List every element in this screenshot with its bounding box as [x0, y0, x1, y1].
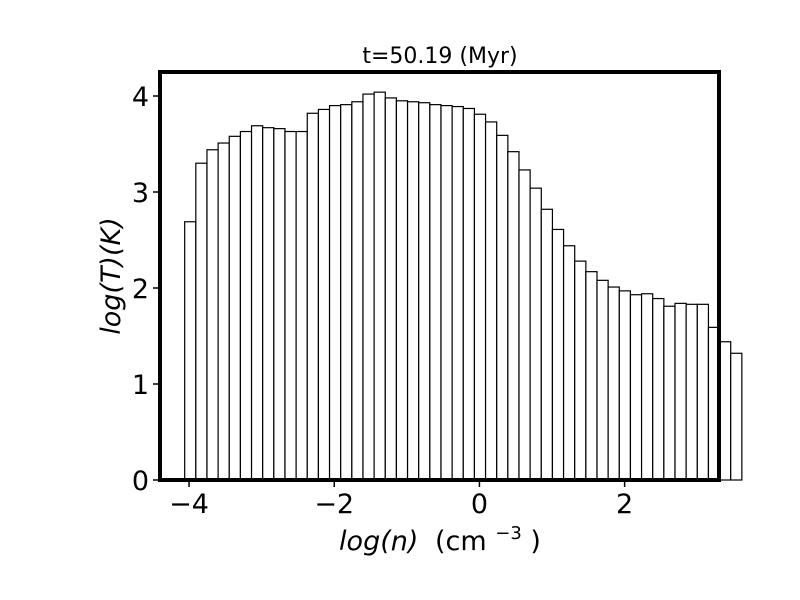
- histogram-bar: [284, 130, 297, 481]
- histogram-bar: [262, 127, 275, 481]
- histogram-bar: [540, 208, 554, 481]
- histogram-bar: [696, 303, 710, 481]
- y-tick-label: 1: [132, 370, 149, 401]
- histogram-bar: [674, 302, 687, 481]
- histogram-bar: [484, 121, 498, 481]
- x-tick-label: −2: [314, 489, 354, 520]
- histogram-bar: [228, 135, 241, 481]
- y-tick-label: 2: [132, 274, 149, 305]
- histogram-bar: [340, 104, 353, 481]
- histogram-bar: [429, 104, 442, 481]
- x-axis-label-exponent: −3: [495, 523, 522, 544]
- histogram-bar: [629, 294, 643, 481]
- x-axis-label-close: ): [530, 526, 541, 557]
- histogram-bar: [217, 142, 230, 481]
- histogram-bar: [607, 286, 620, 481]
- histogram-bar: [551, 228, 565, 481]
- histogram-bar: [618, 290, 632, 481]
- chart-title: t=50.19 (Myr): [362, 44, 517, 69]
- plot-frame: [158, 70, 721, 482]
- histogram-bar: [406, 101, 420, 481]
- histogram-bar: [496, 134, 509, 481]
- histogram-bar: [373, 91, 386, 481]
- histogram-bar: [585, 271, 598, 481]
- histogram-bar: [562, 245, 576, 481]
- histogram-bar: [718, 341, 732, 481]
- histogram-bar: [640, 293, 654, 481]
- histogram-bar: [730, 352, 743, 481]
- histogram-bar: [440, 104, 453, 481]
- histogram-bar: [418, 102, 431, 481]
- histogram-bar: [362, 93, 375, 481]
- histogram-bar: [451, 105, 464, 481]
- histogram-bar: [206, 149, 219, 481]
- histogram-bar: [529, 187, 542, 481]
- histogram-bar: [518, 169, 531, 481]
- y-axis-label: log(T)(K): [96, 217, 127, 335]
- histogram-bar: [462, 107, 476, 481]
- x-axis-label: log(n) (cm −3 ): [339, 515, 541, 557]
- histogram-bar: [250, 125, 264, 481]
- histogram-bar: [306, 112, 320, 481]
- histogram-bar: [295, 130, 308, 481]
- histogram-bar: [317, 108, 331, 481]
- y-tick-label: 0: [132, 466, 149, 497]
- histogram-bar: [574, 260, 587, 481]
- ticks-group: −4 −2 0 2 0 1 2 3 4: [132, 82, 633, 520]
- x-axis-label-var: log(n): [339, 526, 418, 557]
- x-axis-label-unit: (cm: [435, 526, 487, 557]
- histogram-bar: [328, 104, 342, 481]
- histogram-bar: [195, 162, 208, 481]
- bars-group: [184, 91, 743, 481]
- histogram-bar: [685, 303, 698, 481]
- x-tick-label: 2: [616, 489, 633, 520]
- histogram-bar: [273, 128, 286, 481]
- x-tick-label: 0: [471, 489, 488, 520]
- histogram-bar: [351, 101, 364, 481]
- histogram-bar: [473, 113, 487, 481]
- histogram-bar: [507, 151, 520, 481]
- histogram-bar: [395, 100, 409, 481]
- x-tick-label: −4: [169, 489, 209, 520]
- histogram-bar: [239, 130, 253, 481]
- y-tick-label: 4: [132, 82, 149, 113]
- histogram-bar: [652, 297, 665, 481]
- histogram-bar: [663, 305, 676, 481]
- y-tick-label: 3: [132, 178, 149, 209]
- histogram-bar: [596, 279, 609, 481]
- histogram-bar: [184, 221, 197, 481]
- histogram-bar: [384, 97, 398, 481]
